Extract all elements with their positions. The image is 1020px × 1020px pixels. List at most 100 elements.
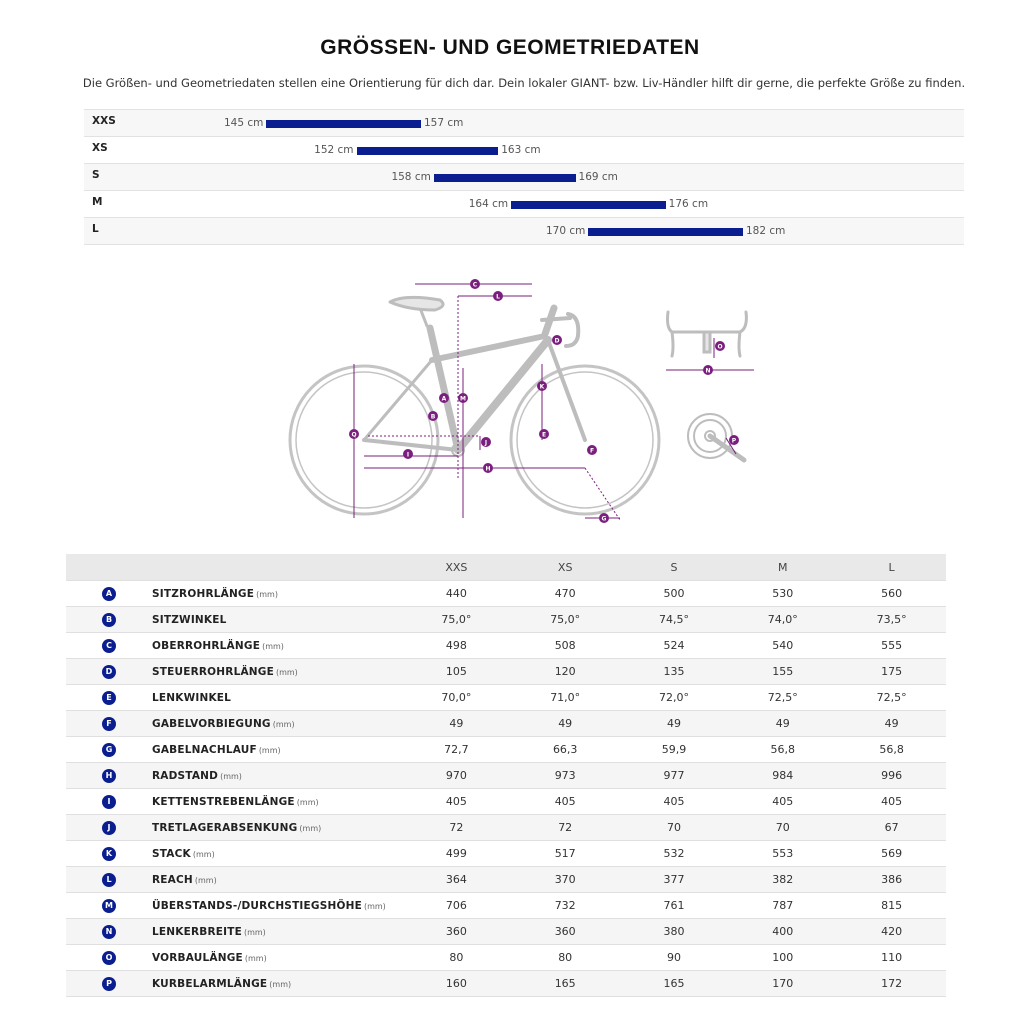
svg-text:I: I [407, 452, 409, 459]
value-cell: 973 [510, 762, 620, 789]
svg-text:L: L [496, 294, 500, 301]
parameter-name: STEUERROHRLÄNGE [152, 666, 274, 678]
size-max-label: 182 cm [745, 225, 786, 237]
table-row: I KETTENSTREBENLÄNGE (mm) 405 405 405 405 405 [66, 788, 946, 815]
parameter-unit: (mm) [194, 876, 217, 885]
bike-frame [362, 295, 587, 457]
svg-text:D: D [555, 338, 560, 345]
size-min-label: 158 cm [391, 171, 431, 183]
parameter-unit: (mm) [243, 928, 266, 937]
parameter-name: LENKWINKEL [152, 692, 232, 704]
marker-m: M [458, 393, 468, 403]
table-row: A SITZROHRLÄNGE (mm) 440 470 500 530 560 [66, 580, 946, 607]
size-min-label: 170 cm [546, 225, 586, 237]
value-cell: 560 [837, 580, 946, 607]
marker-h: H [483, 463, 493, 473]
parameter-unit: (mm) [256, 590, 278, 599]
column-header-s: S [619, 554, 729, 581]
size-row-xs: XS 152 cm 163 cm [84, 136, 964, 163]
value-cell: 105 [402, 658, 511, 685]
marker-l: L [493, 291, 503, 301]
value-cell: 172 [837, 970, 946, 997]
table-row: L REACH (mm) 364 370 377 382 386 [66, 866, 946, 893]
value-cell: 405 [402, 788, 511, 815]
svg-text:K: K [540, 384, 545, 391]
marker-i: I [403, 449, 413, 459]
size-name: L [92, 223, 99, 235]
value-cell: 100 [728, 944, 838, 971]
parameter-unit: (mm) [272, 720, 295, 729]
value-cell: 49 [728, 710, 838, 737]
geometry-table-header: XXS XS S M L [66, 554, 946, 581]
parameter-unit: (mm) [244, 954, 267, 963]
row-badge: L [102, 873, 116, 887]
parameter-name: SITZWINKEL [152, 614, 227, 626]
marker-a: A [439, 393, 449, 403]
value-cell: 49 [510, 710, 620, 737]
parameter-unit: (mm) [220, 772, 242, 781]
value-cell: 155 [728, 658, 838, 685]
value-cell: 70 [728, 814, 838, 841]
svg-text:N: N [705, 368, 710, 375]
marker-c: C [470, 279, 480, 289]
value-cell: 72,7 [402, 736, 511, 763]
row-badge: O [102, 951, 116, 965]
size-row-xxs: XXS 145 cm 157 cm [84, 109, 964, 136]
value-cell: 165 [619, 970, 729, 997]
value-cell: 360 [510, 918, 620, 945]
value-cell: 364 [402, 866, 511, 893]
parameter-unit: (mm) [262, 642, 284, 651]
svg-text:O: O [717, 344, 722, 351]
table-row: M ÜBERSTANDS-/DURCHSTIEGSHÖHE (mm) 706 732 76… [66, 892, 946, 919]
value-cell: 70,0° [402, 684, 511, 711]
value-cell: 787 [728, 892, 838, 919]
value-cell: 500 [619, 580, 729, 607]
value-cell: 815 [837, 892, 946, 919]
value-cell: 73,5° [837, 606, 946, 633]
row-badge: A [102, 587, 116, 601]
marker-e: E [539, 429, 549, 439]
size-min-label: 145 cm [224, 117, 264, 129]
size-range-bar [433, 174, 576, 182]
size-range-bar [356, 147, 499, 155]
value-cell: 135 [619, 658, 729, 685]
value-cell: 72 [510, 814, 620, 841]
parameter-unit: (mm) [192, 850, 215, 859]
svg-text:H: H [485, 466, 490, 473]
value-cell: 400 [728, 918, 838, 945]
value-cell: 405 [510, 788, 620, 815]
svg-text:M: M [460, 396, 466, 403]
value-cell: 160 [402, 970, 511, 997]
page-title: GRÖSSEN- UND GEOMETRIEDATEN [320, 36, 700, 59]
value-cell: 49 [837, 710, 946, 737]
svg-text:B: B [431, 414, 436, 421]
value-cell: 80 [402, 944, 511, 971]
value-cell: 382 [728, 866, 838, 893]
size-name: M [92, 196, 103, 208]
size-max-label: 176 cm [668, 198, 709, 210]
value-cell: 540 [728, 632, 838, 659]
row-badge: N [102, 925, 116, 939]
size-row-l: L 170 cm 182 cm [84, 217, 964, 245]
parameter-unit: (mm) [296, 798, 319, 807]
value-cell: 532 [619, 840, 729, 867]
value-cell: 120 [510, 658, 620, 685]
size-min-label: 164 cm [468, 198, 509, 210]
value-cell: 420 [837, 918, 946, 945]
row-badge: M [102, 899, 116, 913]
table-row: B SITZWINKEL 75,0° 75,0° 74,5° 74,0° 73,5° [66, 606, 946, 633]
value-cell: 996 [837, 762, 946, 789]
parameter-name: STACK [152, 848, 191, 860]
svg-text:C: C [473, 282, 478, 289]
value-cell: 80 [510, 944, 620, 971]
table-row: N LENKERBREITE (mm) 360 360 380 400 420 [66, 918, 946, 945]
table-row: K STACK (mm) 499 517 532 553 569 [66, 840, 946, 867]
value-cell: 49 [402, 710, 511, 737]
row-badge: I [102, 795, 116, 809]
marker-j: J [481, 437, 491, 447]
row-badge: F [102, 717, 116, 731]
marker-f: F [587, 445, 597, 455]
svg-text:Q: Q [351, 432, 356, 439]
table-row: G GABELNACHLAUF (mm) 72,7 66,3 59,9 56,8 56,8 [66, 736, 946, 763]
row-badge: J [102, 821, 116, 835]
